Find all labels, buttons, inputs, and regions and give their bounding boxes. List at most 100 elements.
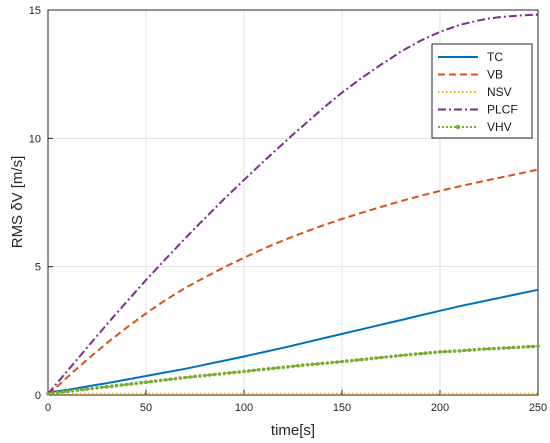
series-marker-vhv bbox=[46, 391, 50, 396]
series-marker-vhv bbox=[379, 355, 384, 360]
series-marker-vhv bbox=[310, 362, 315, 367]
legend-label-nsv: NSV bbox=[487, 85, 512, 99]
y-tick-labels: 0 5 10 15 bbox=[29, 5, 41, 402]
series-marker-vhv bbox=[448, 349, 452, 354]
x-tick-label: 150 bbox=[333, 402, 351, 414]
series-marker-vhv bbox=[193, 374, 197, 379]
series-marker-vhv bbox=[276, 366, 281, 370]
series-marker-vhv bbox=[188, 375, 192, 379]
series-marker-vhv bbox=[487, 347, 491, 351]
x-tick-label: 250 bbox=[529, 402, 547, 414]
legend-box bbox=[431, 43, 533, 139]
series-marker-vhv bbox=[472, 347, 477, 352]
series-marker-vhv bbox=[457, 349, 462, 353]
series-marker-vhv bbox=[158, 378, 163, 383]
y-tick-label: 0 bbox=[35, 390, 41, 402]
plot-frame bbox=[47, 9, 539, 396]
y-tick-label: 5 bbox=[35, 262, 41, 274]
y-tick-label: 15 bbox=[29, 5, 41, 17]
series-marker-vhv bbox=[492, 346, 496, 351]
series-marker-vhv bbox=[536, 344, 540, 349]
series-marker-vhv bbox=[428, 351, 433, 355]
series-marker-vhv bbox=[443, 349, 447, 354]
series-marker-vhv bbox=[90, 386, 94, 391]
series-marker-vhv bbox=[100, 385, 104, 390]
series-marker-vhv bbox=[330, 360, 335, 365]
legend-label-vb: VB bbox=[487, 68, 503, 82]
series-marker-vhv bbox=[70, 389, 75, 393]
series-marker-vhv bbox=[227, 371, 232, 375]
series-marker-vhv bbox=[467, 348, 472, 352]
series-marker-vhv bbox=[526, 344, 530, 349]
series-marker-vhv bbox=[335, 360, 339, 364]
x-tick-label: 200 bbox=[431, 402, 449, 414]
series-marker-vhv bbox=[252, 368, 256, 373]
series-marker-vhv bbox=[124, 382, 129, 387]
series-marker-vhv bbox=[340, 359, 344, 364]
series-marker-vhv bbox=[374, 356, 379, 360]
series-marker-vhv bbox=[301, 363, 305, 368]
series-marker-vhv bbox=[183, 375, 187, 380]
series-marker-vhv bbox=[462, 348, 467, 353]
legend-label-vhv: VHV bbox=[487, 120, 512, 134]
series-marker-vhv bbox=[482, 347, 486, 351]
series-marker-vhv bbox=[56, 390, 60, 395]
series-marker-vhv bbox=[320, 361, 325, 366]
series-marker-vhv bbox=[266, 367, 271, 371]
x-axis-label: time[s] bbox=[271, 422, 315, 439]
series-marker-vhv bbox=[154, 379, 158, 383]
series-marker-vhv bbox=[247, 369, 251, 373]
x-tick-label: 50 bbox=[140, 402, 152, 414]
series-marker-vhv bbox=[531, 344, 535, 349]
series-marker-vhv bbox=[60, 390, 65, 394]
series-marker-vhv bbox=[51, 391, 55, 395]
series-line-tc bbox=[47, 288, 539, 394]
series-marker-vhv bbox=[217, 372, 222, 376]
series-marker-vhv bbox=[173, 376, 178, 381]
series-marker-vhv bbox=[384, 355, 388, 359]
series-marker-vhv bbox=[232, 370, 236, 375]
series-marker-vhv bbox=[369, 356, 374, 361]
series-marker-vhv bbox=[418, 351, 423, 356]
series-marker-vhv bbox=[271, 366, 276, 371]
legend-label-plcf: PLCF bbox=[487, 103, 518, 117]
series-marker-vhv bbox=[345, 359, 349, 363]
legend-marker-vhv bbox=[455, 124, 461, 130]
series-marker-vhv bbox=[364, 357, 369, 361]
series-marker-vhv bbox=[207, 373, 212, 377]
series-marker-vhv bbox=[291, 364, 295, 369]
series-marker-vhv bbox=[144, 380, 148, 385]
series-marker-vhv bbox=[212, 372, 217, 377]
series-marker-vhv bbox=[325, 361, 330, 365]
series-marker-vhv bbox=[350, 358, 354, 363]
series-marker-vhv bbox=[497, 346, 501, 351]
series-marker-vhv bbox=[75, 388, 80, 392]
series-marker-vhv bbox=[286, 365, 290, 369]
series-marker-vhv bbox=[178, 376, 183, 380]
series-marker-vhv bbox=[95, 386, 99, 390]
series-marker-vhv bbox=[105, 385, 109, 389]
y-tick-label: 10 bbox=[29, 133, 41, 145]
series-marker-vhv bbox=[109, 384, 114, 389]
series-marker-vhv bbox=[423, 351, 428, 356]
series-marker-vhv bbox=[305, 363, 310, 367]
series-marker-vhv bbox=[80, 387, 85, 392]
series-marker-vhv bbox=[139, 380, 143, 385]
series-marker-vhv bbox=[222, 371, 227, 376]
series-marker-vhv bbox=[129, 382, 134, 386]
series-marker-vhv bbox=[516, 345, 521, 350]
series-marker-vhv bbox=[237, 370, 241, 374]
series-marker-vhv bbox=[149, 379, 153, 384]
series-marker-vhv bbox=[242, 369, 246, 374]
series-marker-vhv bbox=[261, 367, 266, 372]
series-marker-vhv bbox=[394, 354, 398, 358]
series-marker-vhv bbox=[281, 365, 286, 370]
series-marker-vhv bbox=[438, 350, 442, 354]
series-line-vb bbox=[47, 168, 539, 395]
series-marker-vhv bbox=[85, 387, 89, 391]
series-marker-vhv bbox=[198, 374, 202, 378]
series-marker-vhv bbox=[119, 383, 124, 387]
x-tick-label: 0 bbox=[45, 402, 51, 414]
series-marker-vhv bbox=[452, 349, 457, 353]
